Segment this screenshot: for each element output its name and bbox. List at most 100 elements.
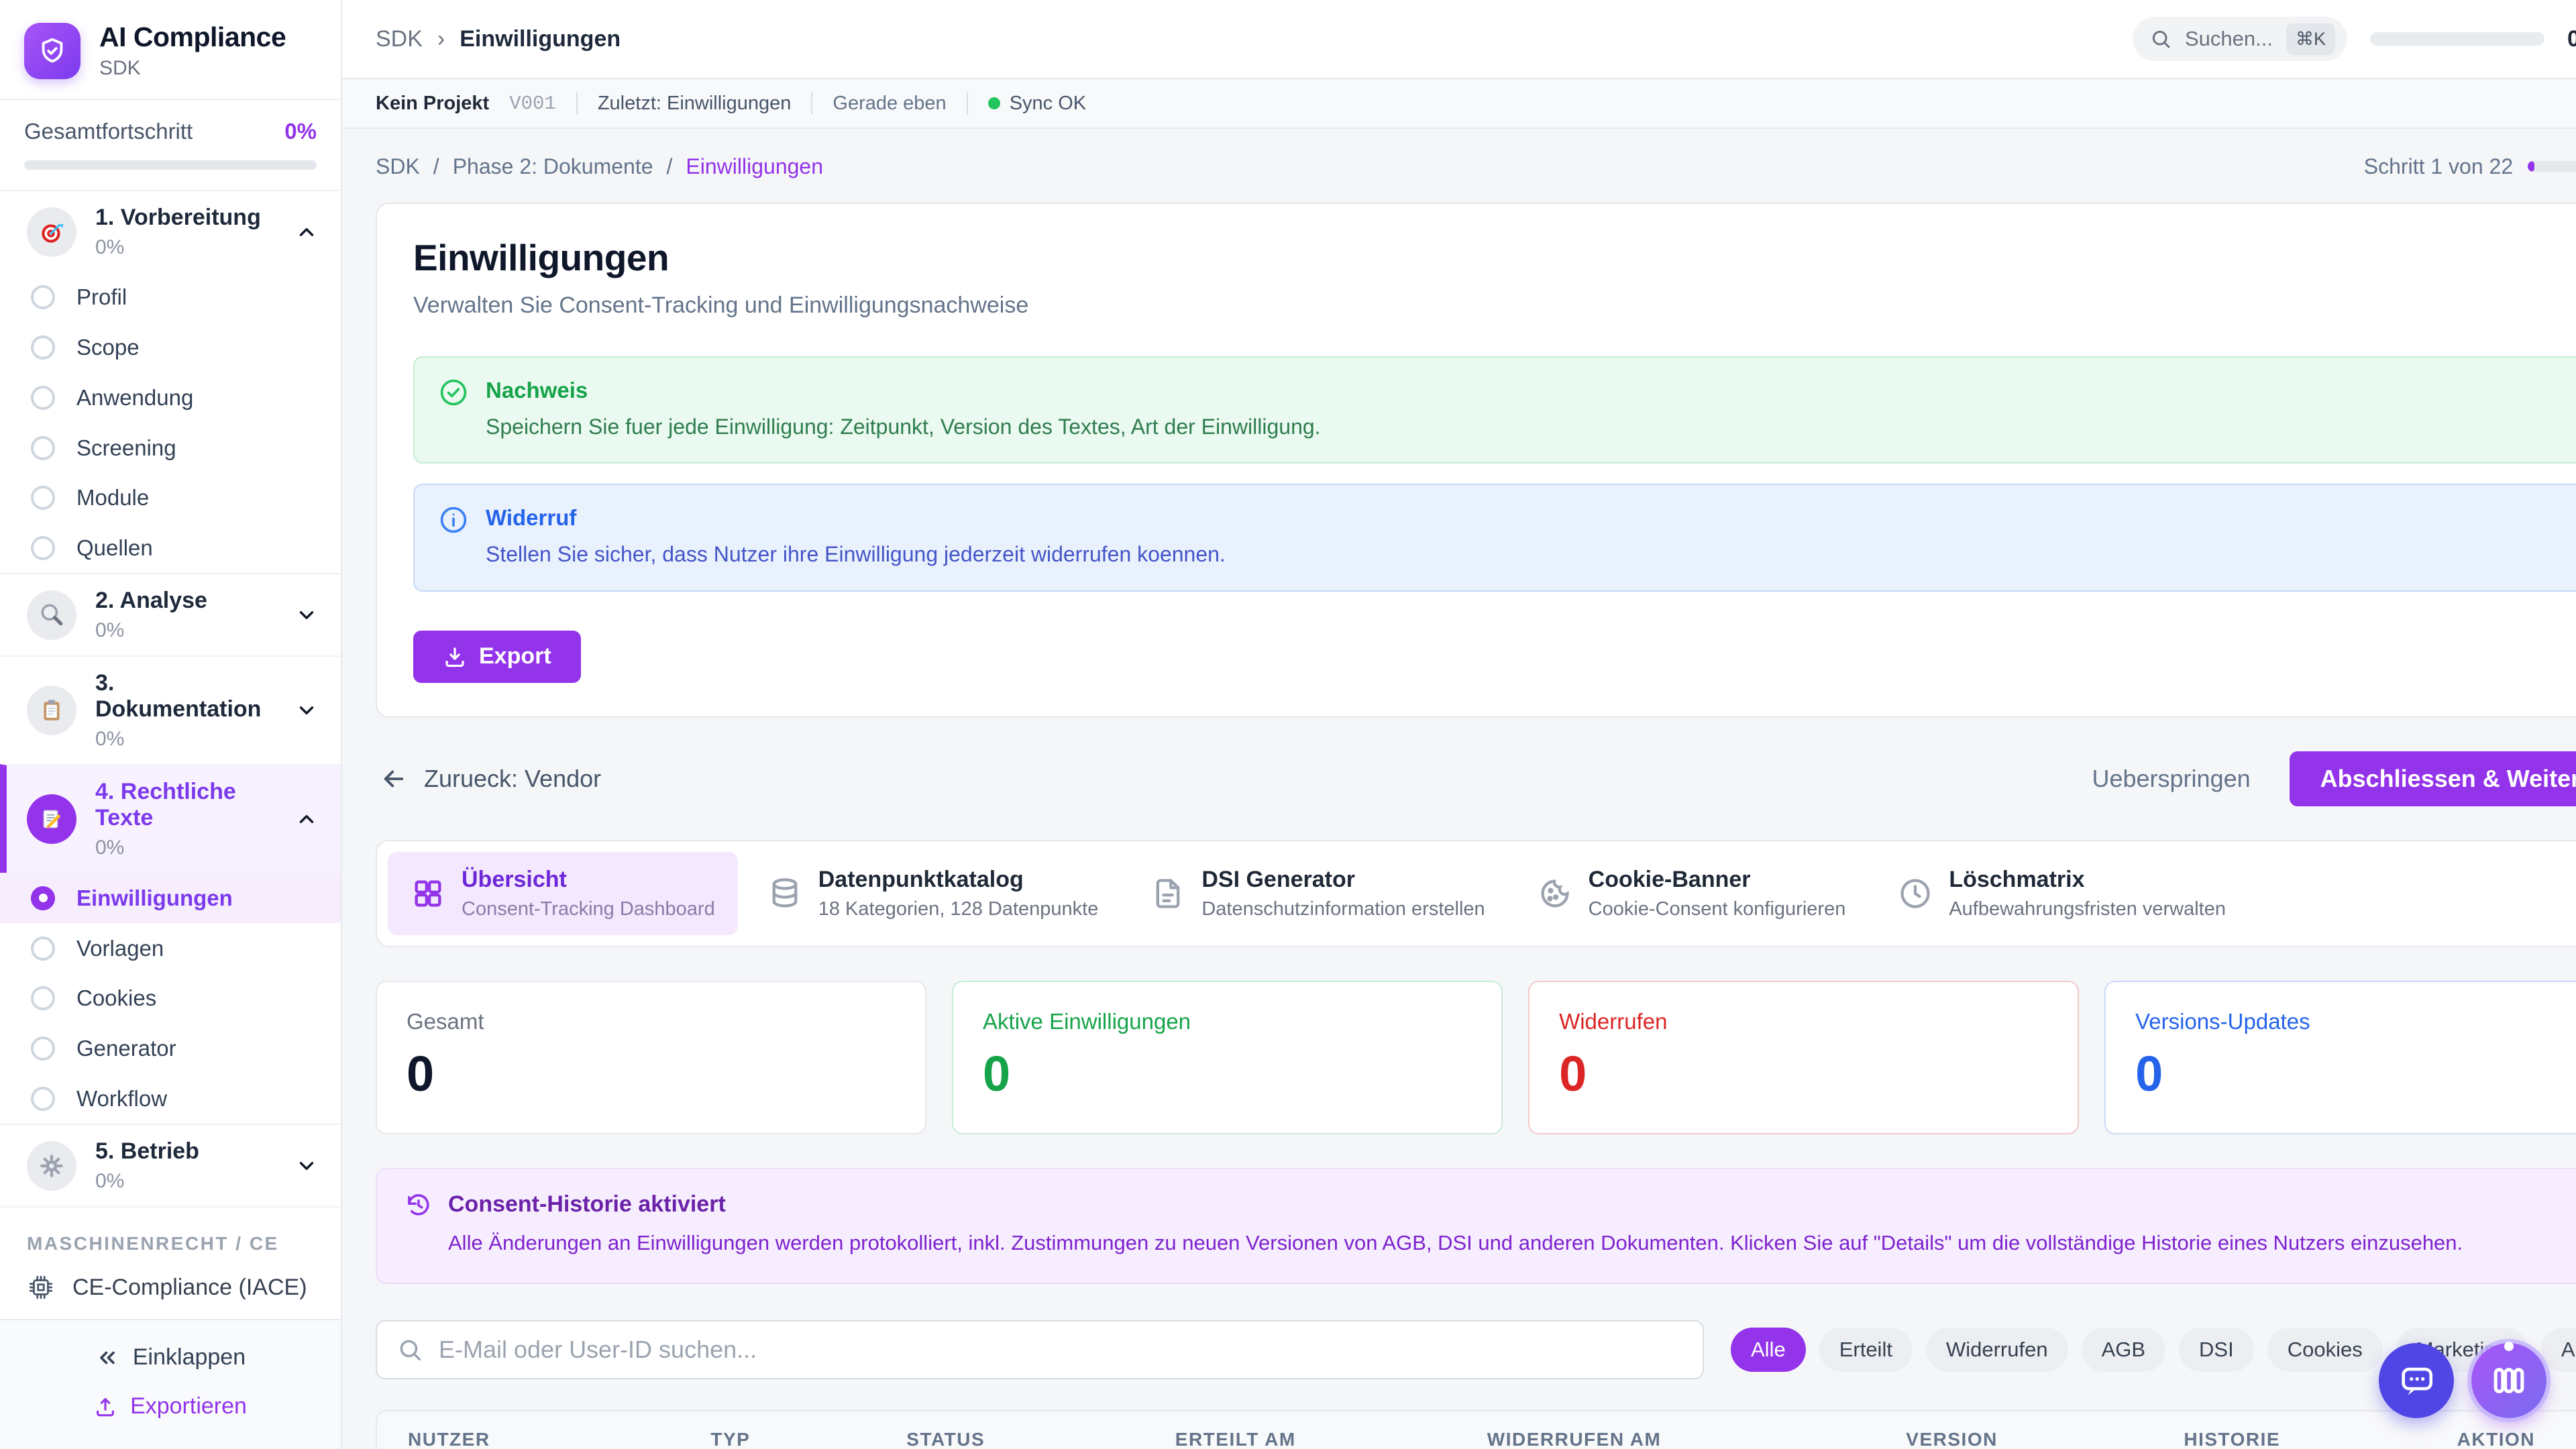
sidebar-phase-betrieb[interactable]: 5. Betrieb 0% — [0, 1124, 341, 1206]
sidebar-item-profil[interactable]: Profil — [0, 272, 341, 323]
sidebar-item-anwendung[interactable]: Anwendung — [0, 372, 341, 423]
sidebar-item-quellen[interactable]: Quellen — [0, 523, 341, 574]
radio-icon — [31, 536, 55, 561]
global-search[interactable]: Suchen... ⌘K — [2132, 17, 2347, 61]
upload-icon — [94, 1395, 117, 1418]
back-button[interactable]: Zurueck: Vendor — [380, 765, 601, 793]
tab-dsi-generator[interactable]: DSI Generator Datenschutzinformation ers… — [1128, 852, 1507, 935]
finish-next-button[interactable]: Abschliessen & Weiter — [2289, 751, 2576, 806]
cookie-icon — [1538, 876, 1572, 911]
overall-progress-label: Gesamtfortschritt — [24, 119, 193, 144]
chip-cookies[interactable]: Cookies — [2267, 1327, 2383, 1372]
col-version: VERSION — [1906, 1428, 1998, 1449]
search-shortcut-badge: ⌘K — [2286, 23, 2335, 55]
sidebar-item-module[interactable]: Module — [0, 473, 341, 523]
divider — [966, 92, 968, 115]
header-progress-bar — [2369, 32, 2544, 46]
sidebar-section-maschinenrecht: MASCHINENRECHT / CE — [27, 1233, 279, 1254]
view-tabs: Übersicht Consent-Tracking Dashboard Dat… — [376, 839, 2576, 947]
phase-percent: 0% — [95, 1170, 125, 1193]
tab-subtitle: Datenschutzinformation erstellen — [1201, 898, 1485, 920]
filter-row: Alle Erteilt Widerrufen AGB DSI Cookies … — [376, 1320, 2576, 1379]
tab-datenpunktkatalog[interactable]: Datenpunktkatalog 18 Kategorien, 128 Dat… — [745, 852, 1122, 935]
consent-history-banner: Consent-Historie aktiviert Alle Änderung… — [376, 1167, 2576, 1284]
chip-agb[interactable]: AGB — [2081, 1327, 2166, 1372]
sidebar-phase-rechtliche-texte[interactable]: 4. Rechtliche Texte 0% — [0, 764, 341, 873]
sidebar-item-generator[interactable]: Generator — [0, 1024, 341, 1074]
columns-fab-button[interactable] — [2471, 1342, 2546, 1418]
chevron-up-icon — [295, 808, 318, 830]
sidebar-item-cookies[interactable]: Cookies — [0, 973, 341, 1024]
project-name: Kein Projekt — [376, 92, 490, 114]
divider — [0, 190, 341, 191]
tab-uebersicht[interactable]: Übersicht Consent-Tracking Dashboard — [388, 851, 738, 935]
content: SDK / Phase 2: Dokumente / Einwilligunge… — [342, 129, 2576, 1449]
breadcrumb-current: Einwilligungen — [460, 25, 621, 52]
sidebar-item-vorlagen[interactable]: Vorlagen — [0, 923, 341, 973]
chip-alle[interactable]: Alle — [1731, 1327, 1806, 1372]
app-logo-row: AI Compliance SDK — [0, 0, 341, 99]
phase-percent: 0% — [95, 619, 125, 642]
sidebar-phase-dokumentation[interactable]: 3. Dokumentation 0% — [0, 655, 341, 764]
col-historie: HISTORIE — [2184, 1428, 2281, 1449]
breadcrumb: SDK › Einwilligungen — [376, 26, 621, 52]
search-icon — [397, 1337, 423, 1362]
sidebar-item-ce-compliance[interactable]: CE-Compliance (IACE) — [0, 1264, 341, 1319]
tab-title: Löschmatrix — [1949, 866, 2085, 892]
radio-icon — [31, 385, 55, 410]
sync-status: Sync OK — [987, 93, 1086, 115]
export-sidebar-button[interactable]: Exportieren — [94, 1393, 247, 1419]
chip-erteilt[interactable]: Erteilt — [1819, 1327, 1913, 1372]
user-search-field[interactable] — [376, 1320, 1704, 1379]
topbar: SDK › Einwilligungen Suchen... ⌘K 0% — [342, 0, 2576, 79]
chat-bubble-icon — [2397, 1361, 2436, 1400]
double-chevron-left-icon — [95, 1346, 119, 1370]
chip-analyse[interactable]: Analyse — [2540, 1327, 2576, 1372]
success-alert: Nachweis Speichern Sie fuer jede Einwill… — [413, 356, 2576, 464]
skip-button[interactable]: Ueberspringen — [2092, 764, 2251, 792]
sidebar-item-screening[interactable]: Screening — [0, 423, 341, 473]
tab-title: Datenpunktkatalog — [818, 866, 1024, 892]
alert-title: Nachweis — [486, 378, 588, 402]
col-widerrufen-am: WIDERRUFEN AM — [1487, 1428, 1662, 1449]
radio-icon — [31, 285, 55, 310]
breadcrumb-root[interactable]: SDK — [376, 25, 423, 52]
sidebar-item-einwilligungen[interactable]: Einwilligungen — [0, 873, 341, 924]
export-button[interactable]: Export — [413, 630, 581, 683]
overall-progress-value: 0% — [284, 119, 317, 144]
chat-fab-button[interactable] — [2379, 1343, 2454, 1418]
sidebar-item-scope[interactable]: Scope — [0, 323, 341, 373]
arrow-left-icon — [380, 765, 408, 793]
clock-icon — [1898, 876, 1933, 911]
collapse-sidebar-button[interactable]: Einklappen — [95, 1344, 246, 1371]
sidebar-item-workflow[interactable]: Workflow — [0, 1073, 341, 1124]
tab-loeschmatrix[interactable]: Löschmatrix Aufbewahrungsfristen verwalt… — [1875, 852, 2249, 935]
columns-icon — [2490, 1362, 2528, 1399]
app-logo — [24, 22, 80, 79]
radio-icon — [31, 986, 55, 1011]
file-text-icon — [1150, 876, 1185, 911]
chip-dsi[interactable]: DSI — [2179, 1327, 2254, 1372]
chip-widerrufen[interactable]: Widerrufen — [1925, 1327, 2068, 1372]
breadcrumb-phase[interactable]: Phase 2: Dokumente — [452, 154, 653, 178]
radio-checked-icon — [31, 885, 55, 910]
sidebar-phase-vorbereitung[interactable]: 1. Vorbereitung 0% — [0, 191, 341, 272]
radio-icon — [31, 936, 55, 961]
phase-label: 4. Rechtliche Texte — [95, 779, 236, 831]
database-icon — [767, 876, 802, 911]
sidebar: AI Compliance SDK Gesamtfortschritt 0% 1… — [0, 0, 342, 1449]
app-title: AI Compliance — [99, 21, 286, 52]
divider — [576, 92, 578, 115]
banner-title: Consent-Historie aktiviert — [448, 1191, 726, 1218]
gear-icon — [27, 1140, 76, 1191]
last-saved-time: Gerade eben — [833, 92, 947, 114]
stat-widerrufen: Widerrufen 0 — [1528, 980, 2080, 1134]
user-search-input[interactable] — [439, 1335, 1682, 1364]
chevron-down-icon — [295, 699, 318, 722]
breadcrumb-sdk[interactable]: SDK — [376, 154, 420, 178]
sidebar-phase-analyse[interactable]: 2. Analyse 0% — [0, 573, 341, 655]
tab-cookie-banner[interactable]: Cookie-Banner Cookie-Consent konfigurier… — [1515, 852, 1869, 935]
phase-label: 3. Dokumentation — [95, 670, 262, 722]
radio-icon — [31, 1036, 55, 1061]
radio-icon — [31, 435, 55, 460]
